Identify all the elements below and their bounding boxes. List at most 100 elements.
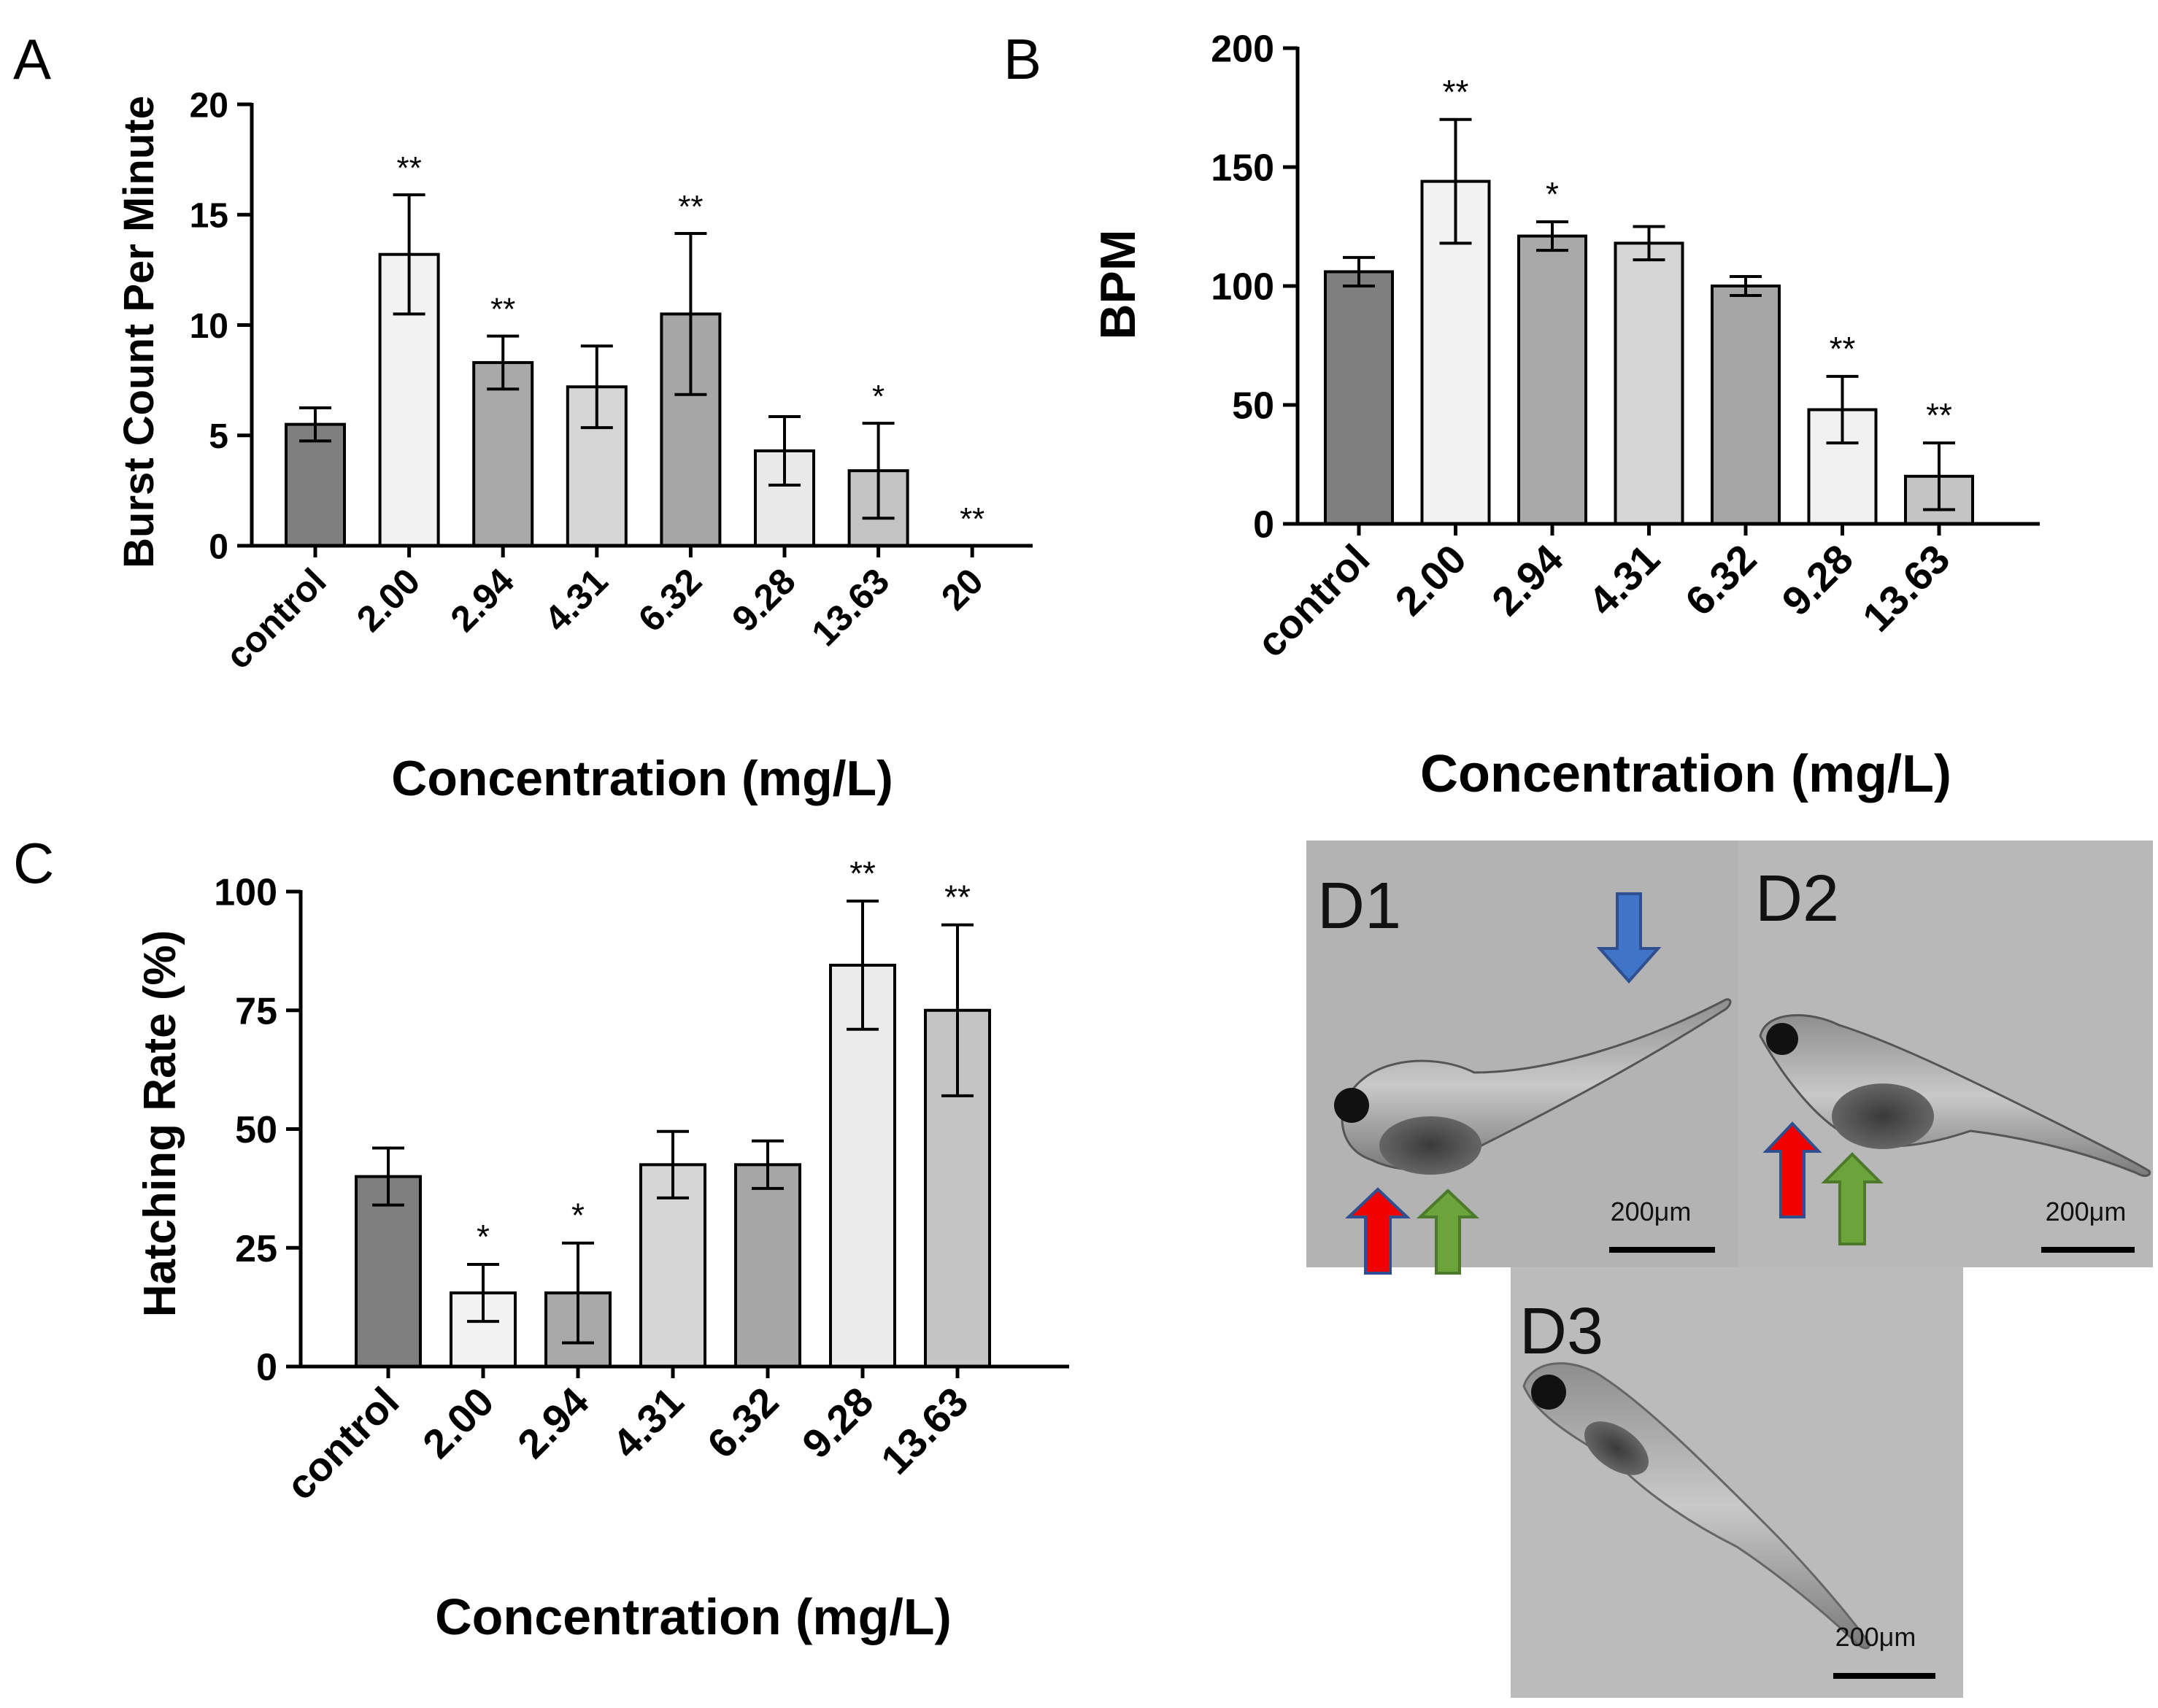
y-tick-label: 75 bbox=[235, 990, 277, 1032]
x-axis-label: Concentration (mg/L) bbox=[435, 1588, 952, 1645]
bar bbox=[734, 1163, 801, 1368]
scale-bar bbox=[2041, 1247, 2135, 1253]
y-tick-label: 15 bbox=[190, 197, 228, 236]
x-tick-label: 6.32 bbox=[631, 560, 709, 639]
panel-label: C bbox=[13, 831, 54, 895]
blue-arrow-icon bbox=[1596, 892, 1662, 984]
panel-c: C control * 2.00 * 2.94 4.31 6.32 ** 9.28 ** 13.63… bbox=[13, 831, 1069, 1645]
panel-b: B control ** 2.00 * 2.94 4.31 6.32 ** 9.28 ** 13.6… bbox=[1003, 27, 2040, 803]
micrograph-label: D3 bbox=[1519, 1295, 1603, 1368]
bar-chart-c: control * 2.00 * 2.94 4.31 6.32 ** 9.28 ** 13.63 0 2… bbox=[214, 854, 1069, 1509]
panel-a: A control ** 2.00 ** 2.94 4.31 ** 6.32 9.28 * 13.6… bbox=[13, 27, 1033, 806]
micrograph-d2: D2 200μm bbox=[1738, 841, 2153, 1267]
micrograph-label: D2 bbox=[1755, 862, 1839, 935]
bar-chart-a: control ** 2.00 ** 2.94 4.31 ** 6.32 9.28 * 13.63 *… bbox=[190, 86, 1033, 677]
x-tick-label: 2.94 bbox=[1483, 536, 1572, 625]
y-tick-label: 50 bbox=[235, 1109, 277, 1151]
green-arrow-icon bbox=[1416, 1189, 1480, 1275]
significance-label: * bbox=[1546, 175, 1559, 213]
zebrafish-larva-icon bbox=[1522, 1362, 1870, 1650]
bar bbox=[1517, 234, 1587, 525]
x-tick-label: control bbox=[217, 560, 334, 676]
zebrafish-larva-icon bbox=[1759, 1014, 2151, 1178]
y-axis-label: Hatching Rate (%) bbox=[135, 930, 185, 1317]
bar bbox=[1614, 241, 1684, 525]
micrograph-background bbox=[1511, 1267, 1963, 1698]
bar-chart-b: control ** 2.00 * 2.94 4.31 6.32 ** 9.28 ** 13.63 0… bbox=[1211, 28, 2040, 666]
scale-bar bbox=[1833, 1673, 1935, 1679]
eye bbox=[1531, 1375, 1566, 1410]
bar bbox=[1711, 285, 1781, 525]
x-tick-label: 9.28 bbox=[724, 560, 803, 639]
yolk-sac bbox=[1584, 1421, 1649, 1475]
y-tick-label: 150 bbox=[1211, 147, 1274, 190]
y-axis-label: Burst Count Per Minute bbox=[115, 96, 163, 568]
significance-label: ** bbox=[678, 189, 703, 225]
x-tick-label: 4.31 bbox=[604, 1378, 693, 1467]
red-arrow-icon bbox=[1344, 1187, 1411, 1275]
significance-label: * bbox=[477, 1218, 490, 1256]
x-tick-label: 20 bbox=[933, 560, 991, 618]
significance-label: ** bbox=[490, 292, 515, 328]
x-tick-label: 13.63 bbox=[872, 1378, 977, 1483]
x-tick-label: 2.94 bbox=[509, 1378, 598, 1467]
zebrafish-larva-icon bbox=[1334, 998, 1732, 1175]
significance-label: * bbox=[872, 379, 885, 414]
eye bbox=[1334, 1088, 1369, 1123]
panel-label: A bbox=[13, 27, 51, 91]
x-tick-label: 9.28 bbox=[1773, 536, 1862, 625]
y-tick-label: 0 bbox=[1253, 504, 1274, 546]
yolk-sac bbox=[1832, 1083, 1934, 1149]
bar bbox=[754, 449, 815, 547]
panel-label: B bbox=[1003, 27, 1041, 91]
x-tick-label: 13.63 bbox=[1854, 536, 1959, 641]
micrograph-d3: D3 200μm bbox=[1511, 1267, 1963, 1698]
x-tick-label: 2.00 bbox=[349, 560, 428, 639]
y-tick-label: 50 bbox=[1232, 385, 1274, 428]
significance-label: ** bbox=[960, 501, 984, 537]
x-tick-label: control bbox=[277, 1378, 408, 1509]
x-tick-label: 13.63 bbox=[804, 560, 897, 654]
x-tick-label: 9.28 bbox=[793, 1378, 882, 1467]
y-tick-label: 0 bbox=[209, 528, 228, 566]
bar bbox=[1324, 270, 1394, 525]
x-tick-label: 2.00 bbox=[414, 1378, 503, 1467]
significance-label: ** bbox=[944, 878, 971, 916]
y-tick-label: 5 bbox=[209, 417, 228, 456]
scale-bar-label: 200μm bbox=[1611, 1197, 1692, 1226]
x-axis-label: Concentration (mg/L) bbox=[1420, 745, 1951, 803]
x-tick-label: 4.31 bbox=[536, 560, 615, 639]
y-axis-label: BPM bbox=[1090, 229, 1146, 339]
x-tick-label: 6.32 bbox=[1676, 536, 1765, 625]
y-tick-label: 200 bbox=[1211, 28, 1274, 71]
y-tick-label: 20 bbox=[190, 86, 228, 125]
eye bbox=[1766, 1023, 1798, 1055]
x-axis-label: Concentration (mg/L) bbox=[391, 751, 893, 806]
x-tick-label: 2.94 bbox=[443, 560, 523, 640]
y-tick-label: 100 bbox=[1211, 266, 1274, 309]
y-tick-label: 0 bbox=[256, 1347, 277, 1389]
significance-label: ** bbox=[1926, 396, 1952, 434]
significance-label: * bbox=[571, 1197, 585, 1234]
bar bbox=[355, 1175, 422, 1368]
significance-label: ** bbox=[1830, 330, 1856, 368]
y-tick-label: 100 bbox=[214, 872, 277, 914]
x-tick-label: 6.32 bbox=[698, 1378, 787, 1467]
scale-bar-label: 200μm bbox=[1835, 1622, 1916, 1652]
micrograph-label: D1 bbox=[1317, 870, 1401, 943]
y-tick-label: 25 bbox=[235, 1228, 277, 1270]
scale-bar bbox=[1609, 1247, 1715, 1253]
significance-label: ** bbox=[1443, 73, 1469, 111]
green-arrow-icon bbox=[1821, 1152, 1884, 1245]
significance-label: ** bbox=[849, 854, 876, 892]
x-tick-label: control bbox=[1248, 536, 1379, 666]
bar bbox=[285, 422, 346, 547]
significance-label: ** bbox=[396, 150, 421, 186]
scale-bar-label: 200μm bbox=[2046, 1197, 2127, 1226]
x-tick-label: 2.00 bbox=[1386, 536, 1475, 625]
y-tick-label: 10 bbox=[190, 307, 228, 346]
yolk-sac bbox=[1379, 1116, 1481, 1175]
micrograph-d1: D1 200μm bbox=[1306, 841, 1738, 1275]
